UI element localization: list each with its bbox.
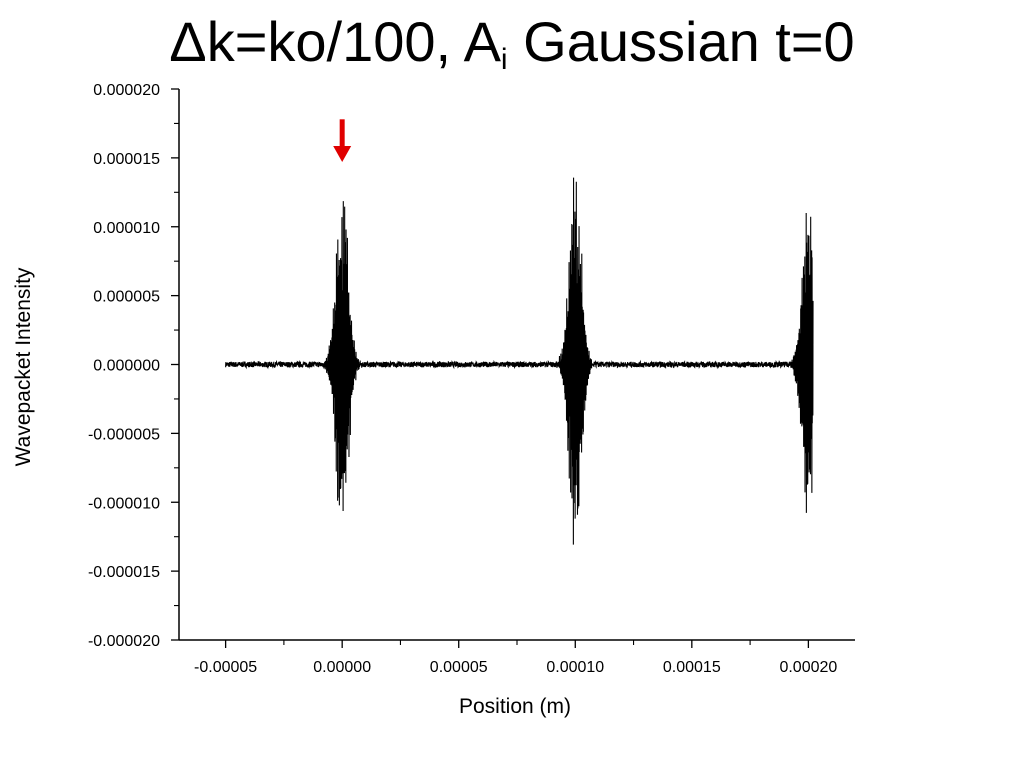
red-arrow-annotation — [333, 119, 352, 163]
title-subscript: i — [500, 43, 508, 76]
y-tick-label: 0.000010 — [93, 220, 160, 237]
x-tick-label: 0.00010 — [546, 659, 604, 676]
y-axis-label: Wavepacket Intensity — [12, 267, 35, 466]
x-tick-label: 0.00015 — [663, 659, 721, 676]
series-layer — [225, 177, 814, 545]
x-tick-label: 0.00005 — [430, 659, 488, 676]
title-rest: Gaussian t=0 — [507, 10, 855, 73]
y-tick-label: -0.000010 — [88, 495, 160, 512]
chart-title: Δk=ko/100, Ai Gaussian t=0 — [0, 14, 1024, 75]
arrow-head — [333, 146, 352, 163]
y-tick-label: -0.000015 — [88, 564, 160, 581]
y-tick-label: -0.000020 — [88, 633, 160, 650]
y-ticks: 0.000020 0.000015 0.000010 0.000005 0.000000… — [88, 82, 179, 650]
x-tick-label: 0.00020 — [779, 659, 837, 676]
x-axis-label: Position (m) — [459, 695, 571, 718]
annotation-layer — [333, 119, 352, 163]
title-main: Δk=ko/100, A — [169, 10, 501, 73]
y-tick-label: -0.000005 — [88, 426, 160, 443]
y-tick-label: 0.000020 — [93, 82, 160, 99]
x-ticks: -0.00005 0.00000 0.00005 0.00010 0.00015 0.00… — [194, 640, 837, 676]
y-tick-label: 0.000015 — [93, 151, 160, 168]
y-tick-label: 0.000005 — [93, 289, 160, 306]
x-tick-label: 0.00000 — [313, 659, 371, 676]
wavepacket-line — [225, 177, 814, 545]
x-tick-label: -0.00005 — [194, 659, 257, 676]
y-tick-label: 0.000000 — [93, 358, 160, 375]
